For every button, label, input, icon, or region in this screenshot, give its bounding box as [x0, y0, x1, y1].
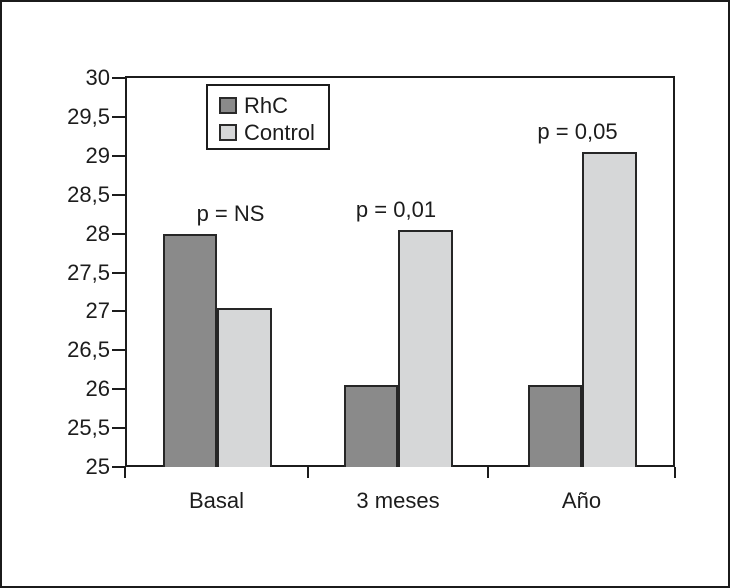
y-tick-mark	[112, 388, 125, 391]
p-value-label: p = 0,01	[355, 196, 437, 222]
y-tick-label: 29,5	[67, 103, 110, 129]
y-tick-label: 28,5	[67, 181, 110, 207]
bar-rhc-basal	[162, 233, 217, 467]
bar-control-basal	[216, 307, 272, 467]
y-tick-label: 29	[85, 142, 110, 168]
y-tick-label: 25,5	[67, 415, 110, 441]
legend-entry-control: Control	[219, 120, 328, 145]
x-tick-mark	[307, 467, 309, 478]
legend-swatch-control	[219, 124, 237, 141]
p-value-label: p = 0,05	[537, 118, 618, 144]
y-tick-mark	[112, 427, 125, 430]
bar-rhc-a-o	[527, 385, 582, 467]
y-tick-label: 27	[85, 298, 110, 324]
y-tick-label: 26,5	[67, 337, 110, 363]
y-tick-label: 30	[85, 65, 110, 90]
legend-swatch-rhc	[219, 97, 237, 114]
y-tick-mark	[112, 232, 125, 235]
legend-label-control: Control	[244, 120, 315, 145]
y-tick-mark	[112, 349, 125, 352]
x-tick-mark	[674, 467, 676, 478]
y-tick-mark	[112, 466, 125, 468]
y-tick-mark	[112, 154, 125, 157]
y-tick-mark	[112, 271, 125, 274]
bar-rhc-3-meses	[344, 385, 398, 467]
y-tick-label: 27,5	[67, 259, 110, 285]
bar-control-3-meses	[398, 229, 453, 467]
x-category-label: Basal	[188, 488, 245, 513]
x-tick-mark	[124, 467, 126, 478]
y-tick-mark	[112, 310, 125, 313]
x-category-label: Año	[561, 488, 602, 513]
y-tick-mark	[112, 77, 125, 79]
y-tick-label: 26	[85, 376, 110, 402]
legend-label-rhc: RhC	[244, 93, 289, 118]
y-tick-mark	[112, 115, 125, 118]
x-tick-mark	[487, 467, 489, 478]
y-tick-mark	[112, 193, 125, 196]
p-value-label: p = NS	[196, 200, 265, 226]
legend: RhC Control	[206, 84, 330, 150]
bar-control-a-o	[581, 151, 637, 467]
x-category-label: 3 meses	[356, 488, 440, 513]
legend-entry-rhc: RhC	[219, 93, 328, 118]
y-tick-label: 25	[85, 454, 110, 479]
y-tick-label: 28	[85, 220, 110, 246]
